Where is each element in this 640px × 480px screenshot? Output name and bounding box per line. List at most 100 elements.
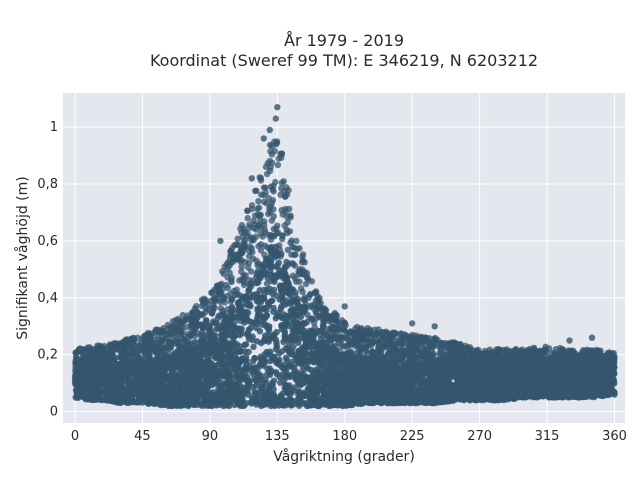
data-point	[275, 361, 282, 368]
data-point	[293, 368, 300, 375]
data-point	[291, 384, 298, 391]
data-point	[273, 328, 280, 336]
data-point	[218, 347, 225, 354]
data-point	[296, 402, 303, 409]
data-points	[71, 104, 618, 410]
data-point	[250, 343, 257, 351]
data-point	[405, 388, 413, 396]
data-point	[258, 376, 265, 383]
data-point	[148, 395, 155, 402]
data-point	[292, 354, 299, 361]
data-point	[165, 402, 172, 409]
data-point	[352, 392, 360, 399]
data-point	[232, 346, 240, 354]
data-point	[501, 382, 508, 389]
data-point	[307, 356, 314, 364]
data-point	[306, 378, 313, 386]
data-point	[110, 390, 117, 398]
data-point	[296, 382, 304, 389]
data-point	[265, 385, 273, 392]
data-point	[254, 314, 261, 322]
data-point	[176, 381, 183, 389]
data-point	[332, 370, 340, 377]
data-point	[150, 380, 157, 387]
data-point	[462, 395, 469, 403]
data-point	[171, 384, 178, 391]
data-point	[113, 375, 120, 383]
data-point	[85, 376, 92, 384]
data-point	[322, 366, 329, 373]
data-point	[266, 365, 273, 372]
data-point	[260, 385, 267, 393]
data-point	[226, 384, 233, 392]
data-point	[345, 375, 352, 382]
data-point	[135, 378, 142, 386]
data-point	[327, 389, 334, 397]
data-point	[170, 395, 177, 402]
data-point	[274, 262, 281, 269]
data-point	[251, 355, 258, 362]
data-point	[375, 372, 383, 379]
data-point	[194, 361, 201, 368]
data-point	[600, 378, 607, 385]
data-point	[224, 390, 231, 397]
data-point	[341, 385, 349, 392]
data-point	[315, 402, 322, 409]
data-point	[203, 357, 210, 365]
data-point	[355, 385, 363, 392]
data-point	[283, 354, 290, 361]
data-point	[252, 390, 260, 397]
data-point	[123, 391, 130, 398]
data-point	[106, 375, 114, 383]
data-point	[262, 380, 270, 387]
data-point	[439, 397, 447, 405]
data-point	[289, 364, 296, 371]
data-point	[129, 392, 137, 399]
data-point	[482, 379, 490, 386]
data-point	[241, 357, 249, 364]
data-point	[200, 398, 207, 405]
data-point	[142, 371, 150, 378]
data-point	[176, 401, 184, 408]
data-point	[216, 355, 223, 363]
data-point	[285, 347, 292, 354]
data-point	[145, 388, 153, 396]
data-point	[74, 393, 81, 400]
data-point	[96, 389, 103, 396]
data-point	[493, 391, 500, 398]
data-point	[269, 290, 276, 298]
data-point	[245, 348, 252, 356]
data-point	[156, 401, 163, 408]
data-point	[244, 329, 252, 336]
data-point	[302, 373, 310, 381]
data-point	[282, 385, 290, 393]
data-point	[328, 375, 335, 382]
data-point	[148, 372, 155, 379]
data-point	[392, 382, 399, 389]
data-point	[317, 376, 324, 383]
data-point	[114, 383, 122, 391]
data-point	[248, 400, 255, 407]
data-point	[205, 400, 213, 407]
data-point	[288, 389, 295, 397]
data-point	[281, 333, 288, 340]
data-point	[247, 303, 254, 310]
data-point	[500, 396, 508, 404]
data-point	[297, 373, 304, 380]
data-point	[316, 363, 323, 370]
data-point	[580, 391, 587, 399]
data-point	[324, 395, 332, 403]
data-point	[377, 377, 385, 385]
data-point	[215, 361, 222, 368]
data-point	[259, 358, 266, 365]
data-point	[280, 399, 288, 407]
data-point	[336, 398, 344, 405]
data-point	[398, 398, 406, 405]
data-point	[606, 377, 613, 384]
data-point	[196, 378, 203, 385]
data-point	[409, 382, 416, 389]
data-point	[588, 388, 595, 396]
data-point	[272, 315, 279, 322]
chart-title-line-1: År 1979 - 2019	[284, 31, 404, 50]
data-point	[350, 379, 357, 386]
